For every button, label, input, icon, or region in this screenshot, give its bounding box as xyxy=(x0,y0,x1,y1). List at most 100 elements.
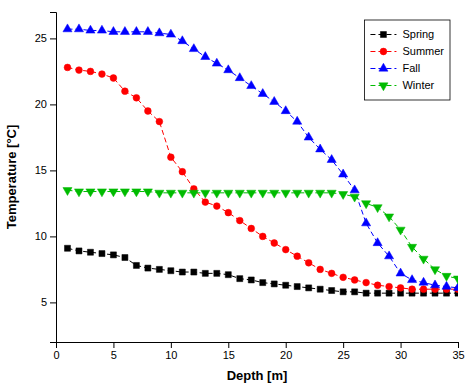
marker xyxy=(213,203,220,210)
marker xyxy=(74,24,83,32)
marker xyxy=(76,67,83,74)
marker xyxy=(87,68,94,75)
marker xyxy=(385,214,394,222)
marker xyxy=(133,262,139,268)
x-tick-label: 5 xyxy=(111,349,117,361)
marker xyxy=(258,89,267,97)
marker xyxy=(283,282,289,288)
marker xyxy=(270,96,279,104)
y-axis-title: Temperature [°C] xyxy=(4,125,19,230)
series xyxy=(64,245,458,296)
marker xyxy=(317,266,324,273)
marker xyxy=(237,276,243,282)
marker xyxy=(76,248,82,254)
marker xyxy=(396,227,405,235)
marker xyxy=(132,189,141,197)
series xyxy=(63,188,458,284)
marker xyxy=(64,64,71,71)
marker xyxy=(373,205,382,213)
marker xyxy=(304,190,313,198)
x-tick: 20 xyxy=(280,342,292,361)
legend-entry: Summer xyxy=(370,45,444,57)
marker xyxy=(453,283,458,291)
x-tick: 30 xyxy=(395,342,407,361)
x-tick-mark xyxy=(228,342,229,348)
y-tick-mark xyxy=(50,38,56,39)
marker xyxy=(362,218,371,226)
y-tick-label: 25 xyxy=(35,32,47,44)
x-tick-mark xyxy=(113,342,114,348)
marker xyxy=(258,190,267,198)
marker xyxy=(352,289,358,295)
legend-label: Spring xyxy=(402,28,434,40)
marker xyxy=(271,281,277,287)
x-tick: 5 xyxy=(111,342,117,361)
marker xyxy=(350,194,359,202)
marker xyxy=(86,25,95,33)
marker xyxy=(350,185,359,193)
x-tick-mark xyxy=(458,342,459,348)
marker xyxy=(97,189,106,197)
marker xyxy=(143,189,152,197)
marker xyxy=(271,240,278,247)
marker xyxy=(362,201,371,209)
marker xyxy=(189,44,198,52)
x-tick-label: 15 xyxy=(223,349,235,361)
marker xyxy=(375,290,381,296)
x-tick-label: 35 xyxy=(452,349,464,361)
marker xyxy=(385,251,394,259)
marker xyxy=(294,284,300,290)
marker xyxy=(109,27,118,35)
marker xyxy=(442,281,451,289)
marker xyxy=(340,274,347,281)
legend-marker xyxy=(379,63,388,71)
marker xyxy=(386,290,392,296)
x-axis-title: Depth [m] xyxy=(227,368,288,383)
plot: 05101520253035510152025Depth [m]Temperat… xyxy=(4,13,465,384)
marker xyxy=(235,190,244,198)
marker xyxy=(99,71,106,78)
marker xyxy=(225,209,232,216)
marker xyxy=(224,65,233,73)
chart: 05101520253035510152025Depth [m]Temperat… xyxy=(0,0,474,390)
marker xyxy=(179,269,185,275)
marker xyxy=(397,284,404,291)
marker xyxy=(373,238,382,246)
marker xyxy=(248,225,255,232)
y-tick: 20 xyxy=(35,98,56,110)
x-tick: 10 xyxy=(165,342,177,361)
marker xyxy=(155,28,164,36)
marker xyxy=(202,270,208,276)
legend-entry: Winter xyxy=(370,79,434,91)
marker xyxy=(156,118,163,125)
x-tick-mark xyxy=(401,342,402,348)
marker xyxy=(178,36,187,44)
marker xyxy=(133,94,140,101)
marker xyxy=(74,189,83,197)
legend-marker xyxy=(380,48,387,55)
x-tick: 0 xyxy=(53,342,59,361)
marker xyxy=(442,273,451,281)
legend-entry: Spring xyxy=(370,28,434,40)
x-tick-label: 30 xyxy=(395,349,407,361)
marker xyxy=(120,27,129,35)
marker xyxy=(305,259,312,266)
marker xyxy=(191,269,197,275)
marker xyxy=(212,190,221,198)
marker xyxy=(419,277,428,285)
marker xyxy=(419,256,428,264)
marker xyxy=(155,190,164,198)
marker xyxy=(430,280,439,288)
marker xyxy=(179,168,186,175)
y-axis-line xyxy=(50,13,57,343)
marker xyxy=(122,255,128,261)
x-tick-label: 20 xyxy=(280,349,292,361)
y-tick-label: 5 xyxy=(41,296,47,308)
marker xyxy=(145,108,152,115)
marker xyxy=(407,244,416,252)
marker xyxy=(109,189,118,197)
marker xyxy=(259,233,266,240)
y-tick: 15 xyxy=(35,164,56,176)
x-tick-mark xyxy=(286,342,287,348)
marker xyxy=(247,81,256,89)
